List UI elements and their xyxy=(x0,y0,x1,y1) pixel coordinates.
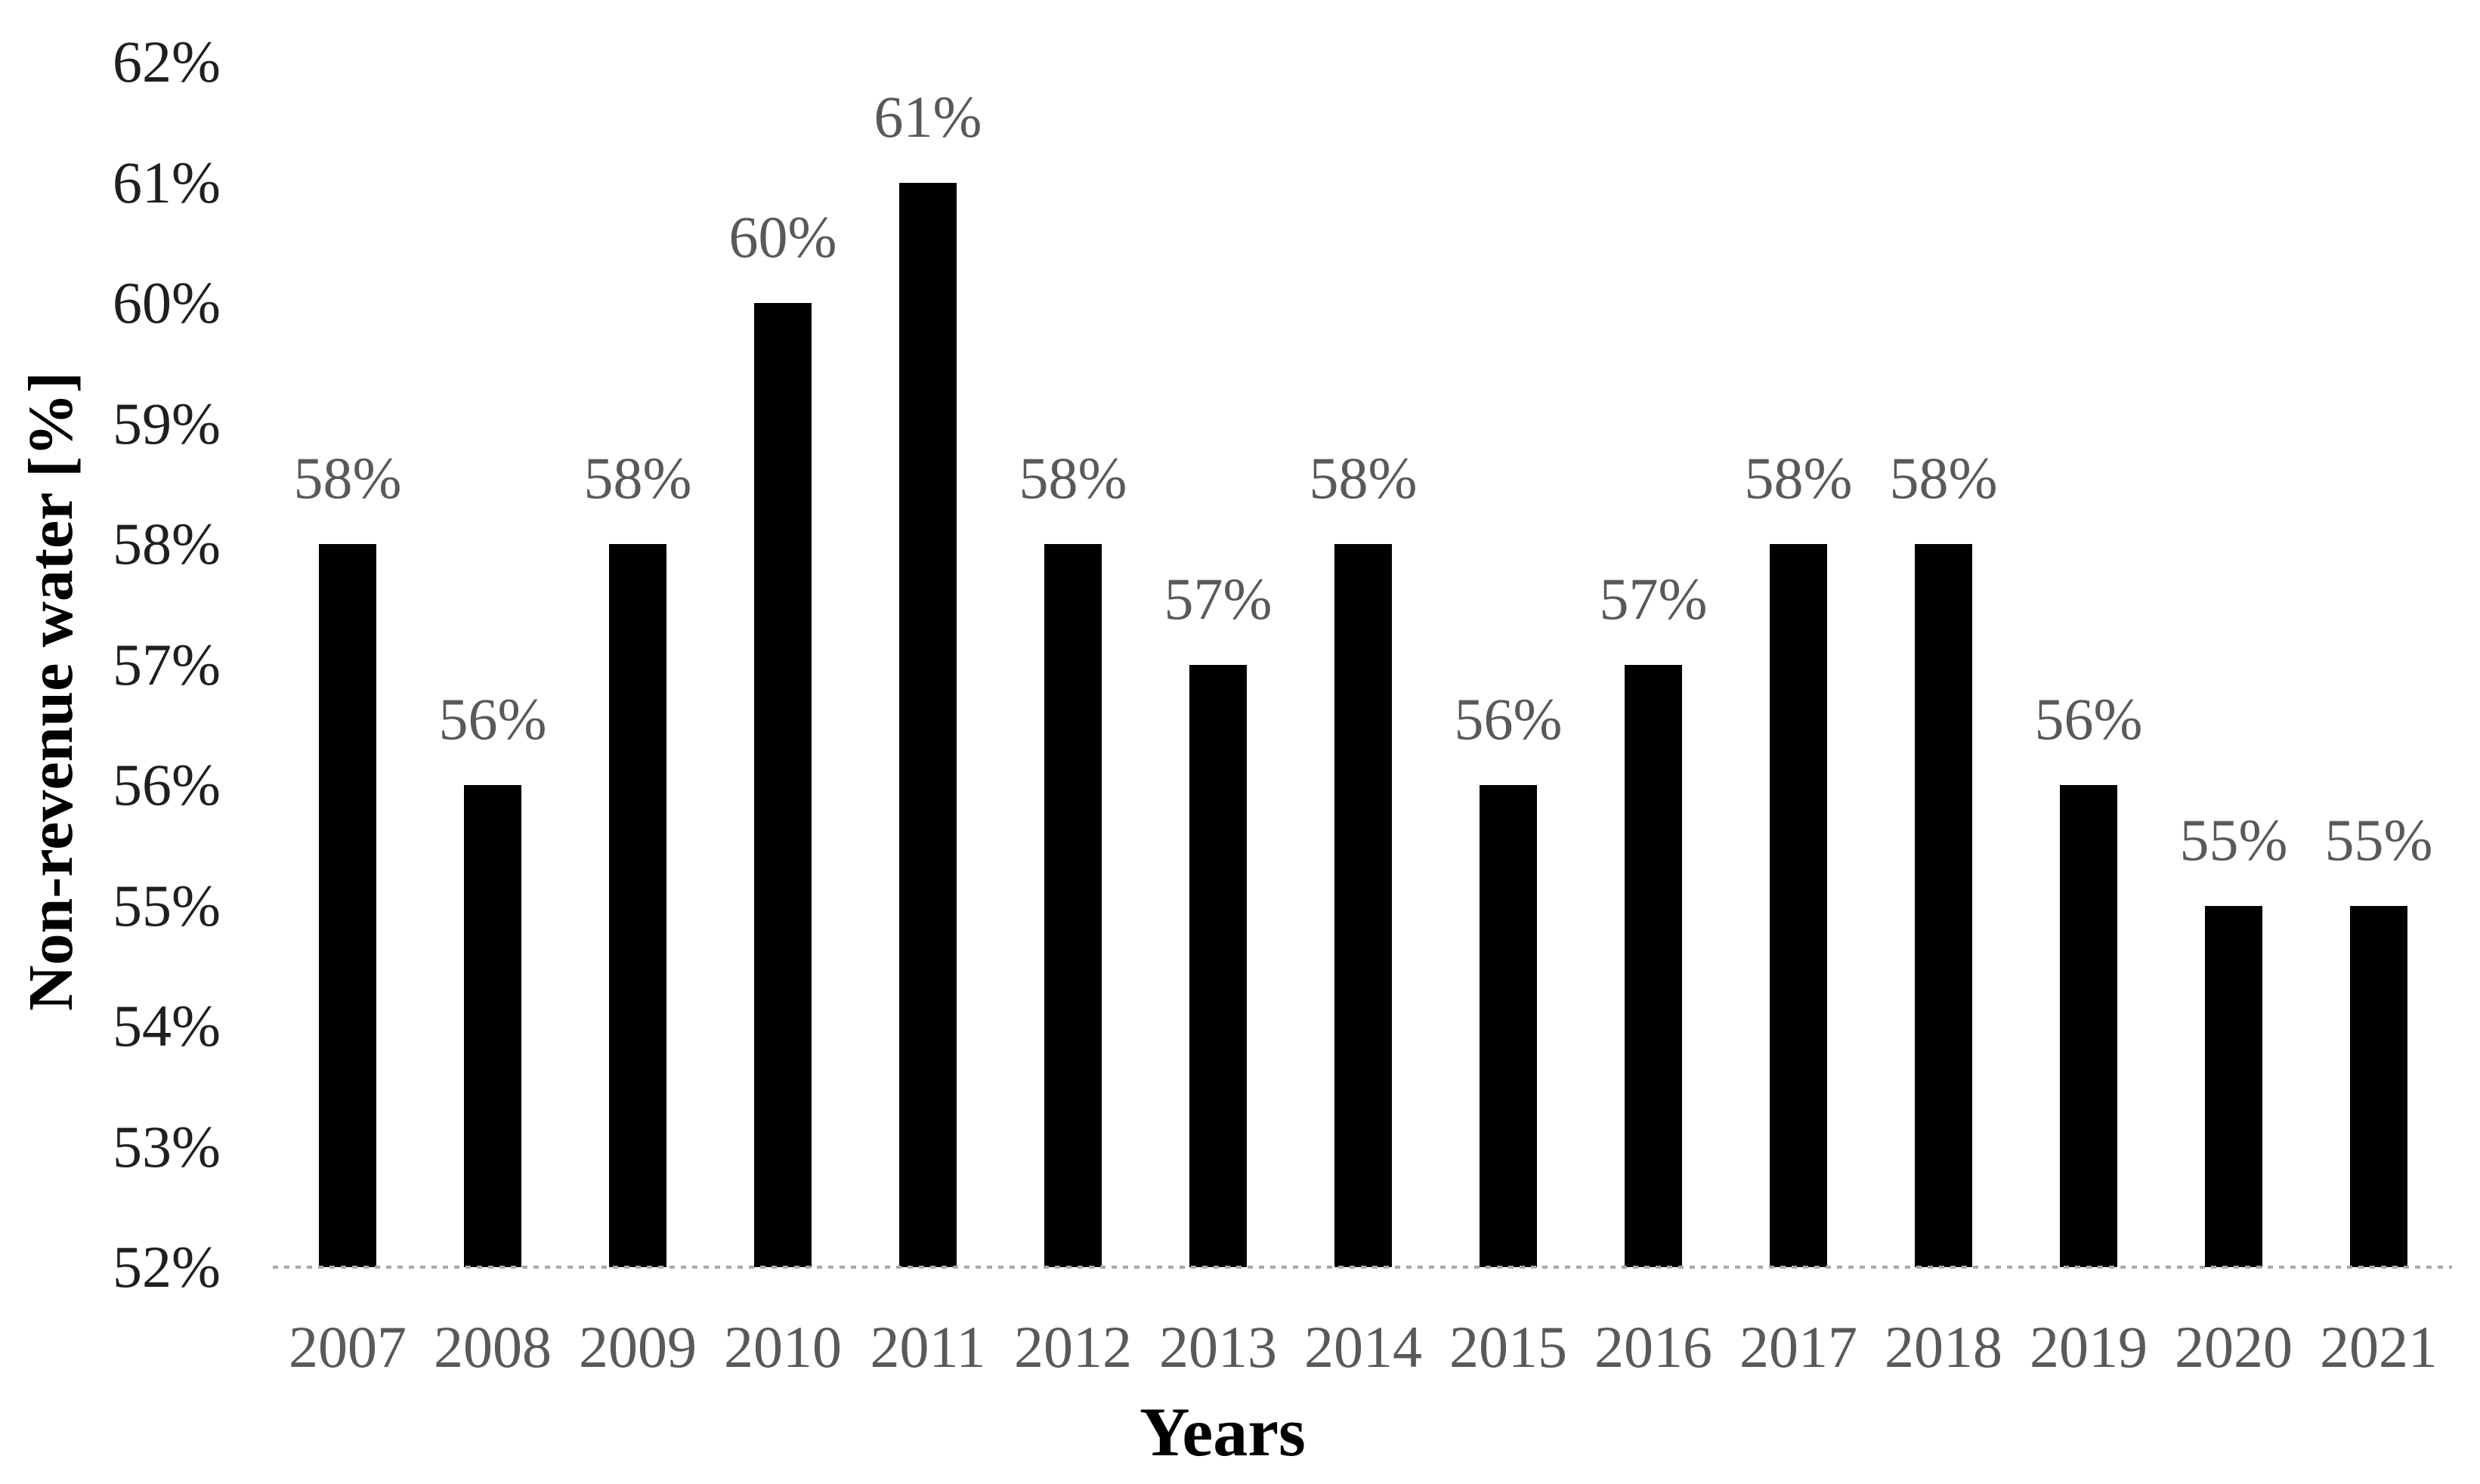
bar-value-label: 57% xyxy=(1164,565,1272,632)
y-tick-label: 55% xyxy=(113,872,221,938)
bar-value-label: 58% xyxy=(1019,445,1127,511)
bar xyxy=(2060,785,2117,1267)
y-tick-label: 59% xyxy=(113,390,221,456)
bar-value-label: 60% xyxy=(728,204,837,270)
bar xyxy=(609,544,666,1267)
bar-value-label: 56% xyxy=(2034,686,2143,752)
x-tick-label: 2009 xyxy=(579,1314,697,1380)
bar-value-label: 58% xyxy=(583,445,692,511)
x-tick-label: 2007 xyxy=(289,1314,407,1380)
bar-value-label: 56% xyxy=(1454,686,1563,752)
x-tick-label: 2019 xyxy=(2030,1314,2148,1380)
x-tick-label: 2012 xyxy=(1014,1314,1132,1380)
x-tick-label: 2008 xyxy=(434,1314,552,1380)
bar-value-label: 57% xyxy=(1599,565,1708,632)
x-tick-label: 2011 xyxy=(870,1314,986,1380)
x-tick-label: 2017 xyxy=(1739,1314,1857,1380)
bar xyxy=(899,182,957,1267)
bar-value-label: 61% xyxy=(874,83,982,150)
y-tick-label: 53% xyxy=(113,1113,221,1179)
bar-value-label: 55% xyxy=(2179,806,2288,873)
y-tick-label: 60% xyxy=(113,270,221,335)
y-tick-label: 57% xyxy=(113,631,221,697)
bar-value-label: 58% xyxy=(293,445,402,511)
bar xyxy=(319,544,376,1267)
y-tick-label: 62% xyxy=(113,29,221,94)
bar xyxy=(754,303,812,1267)
y-tick-label: 56% xyxy=(113,752,221,818)
x-tick-label: 2016 xyxy=(1594,1314,1712,1380)
bar-value-label: 58% xyxy=(1889,445,1998,511)
x-tick-label: 2014 xyxy=(1304,1314,1422,1380)
y-tick-label: 61% xyxy=(113,149,221,215)
bar xyxy=(1189,664,1247,1267)
y-tick-label: 52% xyxy=(113,1234,221,1300)
bar-value-label: 56% xyxy=(438,686,547,752)
x-tick-label: 2021 xyxy=(2320,1314,2438,1380)
x-tick-label: 2020 xyxy=(2175,1314,2293,1380)
bar xyxy=(1480,785,1537,1267)
bar-value-label: 55% xyxy=(2324,806,2433,873)
x-tick-label: 2015 xyxy=(1449,1314,1567,1380)
y-tick-label: 54% xyxy=(113,993,221,1059)
x-axis-title: Years xyxy=(1140,1393,1306,1470)
bar xyxy=(2350,905,2407,1267)
bar xyxy=(464,785,521,1267)
bar xyxy=(1334,544,1392,1267)
bar xyxy=(1770,544,1827,1267)
bar xyxy=(1915,544,1972,1267)
bar xyxy=(1044,544,1102,1267)
x-tick-label: 2013 xyxy=(1159,1314,1277,1380)
y-tick-label: 58% xyxy=(113,511,221,577)
x-tick-label: 2018 xyxy=(1885,1314,2002,1380)
x-tick-label: 2010 xyxy=(724,1314,842,1380)
bar xyxy=(1625,664,1682,1267)
x-axis-line xyxy=(273,1266,2452,1269)
bar xyxy=(2205,905,2262,1267)
bar-value-label: 58% xyxy=(1309,445,1418,511)
bar-value-label: 58% xyxy=(1744,445,1853,511)
